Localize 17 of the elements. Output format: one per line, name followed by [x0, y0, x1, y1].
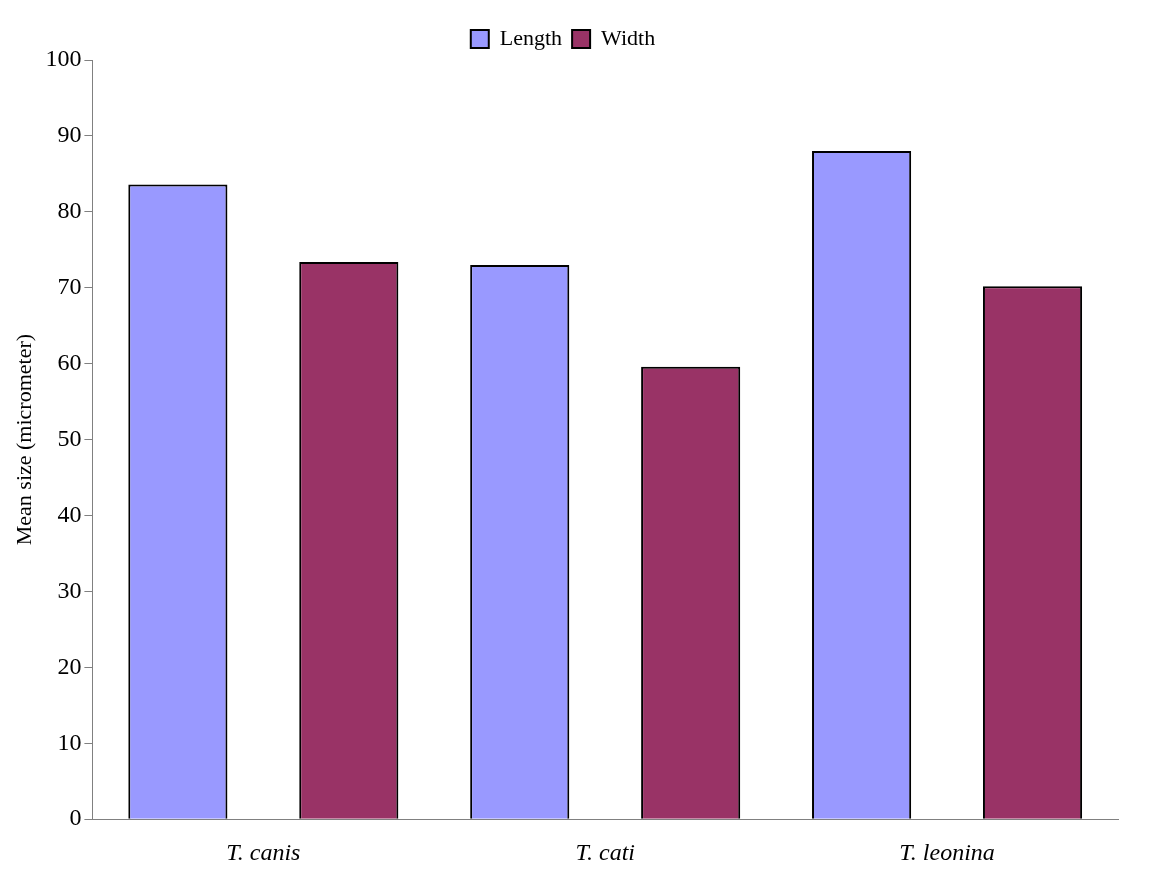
y-tick-label: 10: [57, 728, 82, 755]
y-tick-label: 50: [57, 424, 82, 451]
y-tick-label: 80: [57, 197, 82, 224]
x-tick-label: T. canis: [226, 838, 301, 865]
x-tick-label: T. cati: [575, 838, 635, 865]
y-tick-label: 30: [57, 576, 82, 603]
y-tick-label: 60: [57, 348, 82, 375]
x-tick-label: T. leonina: [899, 838, 995, 865]
y-tick-label: 90: [57, 121, 82, 148]
y-tick-label: 0: [69, 804, 82, 831]
y-tick-label: 70: [57, 273, 82, 300]
y-axis-title: Mean size (micrometer): [10, 333, 36, 546]
legend-label: Length: [499, 24, 563, 50]
y-tick-label: 40: [57, 500, 82, 527]
legend-label: Width: [601, 24, 656, 50]
y-tick-label: 100: [45, 45, 82, 72]
y-tick-label: 20: [57, 652, 82, 679]
